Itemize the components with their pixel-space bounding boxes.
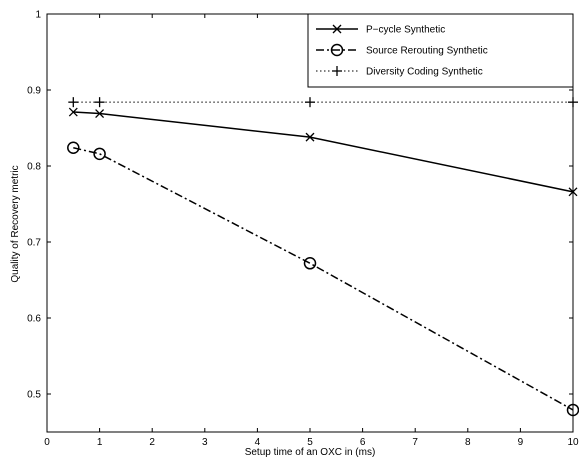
series-line (73, 111, 574, 193)
cross-marker (568, 187, 578, 197)
x-axis-label: Setup time of an OXC in (ms) (245, 447, 376, 458)
legend: P−cycle Synthetic Source Rerouting Synthe… (307, 13, 574, 88)
x-tick-label: 0 (44, 437, 50, 448)
legend-item: Diversity Coding Synthetic (316, 66, 483, 78)
x-tick-label: 10 (567, 437, 579, 448)
y-tick-label: 0.9 (27, 86, 41, 97)
plus-marker (68, 97, 79, 108)
circle-marker (93, 147, 106, 161)
x-tick-label: 8 (465, 437, 471, 448)
legend-item: Source Rerouting Synthetic (316, 43, 488, 57)
series-group (67, 97, 579, 417)
cross-marker (332, 24, 342, 34)
x-tick-label: 9 (518, 437, 524, 448)
y-tick-label: 0.7 (27, 238, 41, 249)
legend-label: P−cycle Synthetic (366, 25, 445, 36)
plus-marker (94, 97, 105, 108)
x-tick-label: 1 (97, 437, 103, 448)
cross-marker (95, 109, 105, 119)
x-tick-label: 4 (255, 437, 261, 448)
series-line (73, 147, 574, 411)
plus-marker (305, 97, 315, 108)
series-source-rerouting-synthetic (67, 141, 579, 417)
axis-ticks: 0 1 2 3 4 5 6 7 8 9 10 0.5 0.6 0.7 0.8 0.9 1 (27, 10, 579, 449)
y-tick-label: 0.5 (27, 390, 41, 401)
series-diversity-coding-synthetic (68, 97, 578, 108)
y-tick-label: 1 (35, 10, 41, 21)
legend-label: Source Rerouting Synthetic (366, 46, 488, 57)
series-p-cycle-synthetic (68, 107, 578, 197)
circle-marker (303, 257, 317, 270)
cross-marker (68, 107, 78, 117)
x-tick-label: 3 (202, 437, 208, 448)
cross-marker (305, 132, 315, 142)
circle-marker (67, 141, 80, 155)
x-tick-label: 5 (307, 437, 313, 448)
y-tick-label: 0.8 (27, 162, 41, 173)
x-tick-label: 7 (412, 437, 418, 448)
legend-label: Diversity Coding Synthetic (366, 67, 483, 78)
plus-marker (332, 66, 342, 76)
circle-marker (330, 43, 344, 57)
plus-marker (568, 97, 578, 108)
x-tick-label: 2 (149, 437, 155, 448)
y-axis-label: Quality of Recovery metric (10, 165, 21, 282)
x-tick-label: 6 (360, 437, 366, 448)
y-tick-label: 0.6 (27, 314, 41, 325)
legend-item: P−cycle Synthetic (316, 25, 445, 36)
